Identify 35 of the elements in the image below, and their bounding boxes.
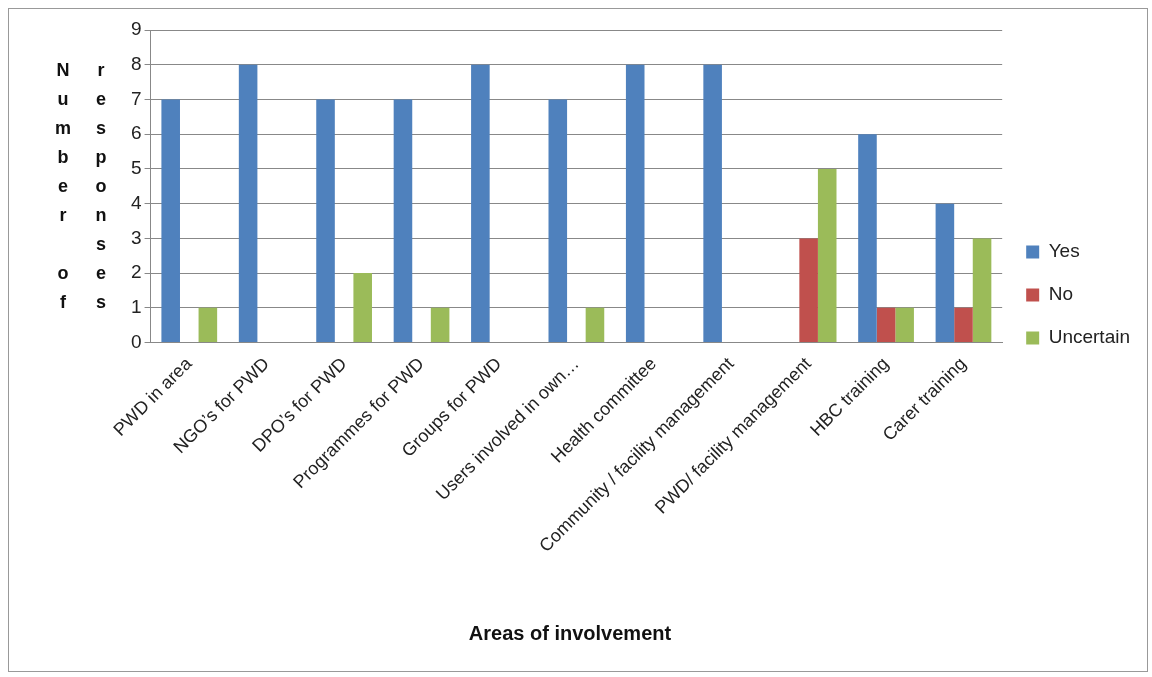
y-tick-label: 6 <box>130 122 142 144</box>
bar <box>161 99 180 343</box>
legend-label: No <box>1048 283 1073 305</box>
bar <box>954 307 973 343</box>
bar <box>876 307 896 343</box>
y-tick-label: 5 <box>130 157 142 179</box>
bar <box>972 238 992 343</box>
bar <box>238 64 258 343</box>
bar <box>430 307 450 343</box>
x-axis-title: Areas of involvement <box>467 622 673 645</box>
bar <box>393 99 413 343</box>
bar <box>625 64 645 343</box>
y-tick-label: 4 <box>130 191 142 213</box>
y-tick-label: 3 <box>130 226 142 248</box>
bar <box>353 273 372 343</box>
bar <box>198 307 218 343</box>
bar <box>585 307 605 343</box>
y-tick-label: 7 <box>130 87 142 109</box>
bar <box>799 238 818 343</box>
y-tick-label: 9 <box>130 18 142 40</box>
bar <box>316 99 335 343</box>
legend-label: Uncertain <box>1048 326 1131 348</box>
bar <box>548 99 568 343</box>
y-axis-title: Number of responses <box>52 60 111 321</box>
bar <box>895 307 914 343</box>
y-tick-label: 0 <box>130 330 142 352</box>
bar <box>471 64 490 343</box>
legend-label: Yes <box>1048 240 1080 262</box>
y-tick-label: 8 <box>130 52 142 74</box>
y-tick-label: 2 <box>130 261 142 283</box>
bar <box>703 64 722 343</box>
bar <box>817 168 837 343</box>
bar <box>935 203 955 343</box>
bar <box>858 134 877 343</box>
y-tick-label: 1 <box>130 296 142 318</box>
